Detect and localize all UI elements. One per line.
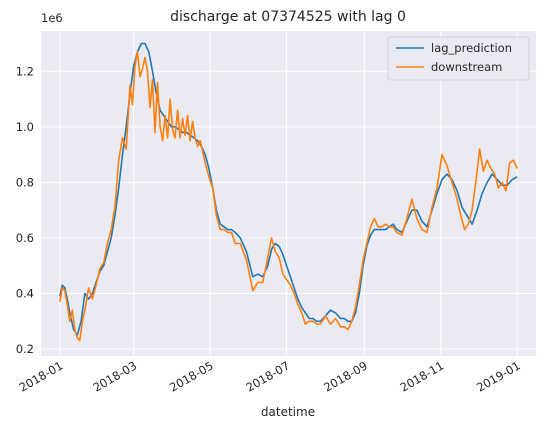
x-tick-label: 2018-07 — [243, 358, 292, 394]
x-axis-label: datetime — [261, 405, 315, 419]
y-tick-label: 0.2 — [16, 342, 34, 356]
x-axis: 2018-01 2018-03 2018-05 2018-07 2018-09 2018-… — [17, 358, 523, 394]
y-tick-label: 0.4 — [16, 287, 34, 301]
y-tick-label: 0.6 — [16, 231, 34, 245]
x-tick-label: 2019-01 — [474, 358, 523, 394]
chart-header: discharge at 07374525 with lag 0 1e6 — [41, 9, 406, 25]
y-tick-label: 1.2 — [16, 64, 34, 78]
y-offset-label: 1e6 — [41, 11, 63, 25]
x-tick-label: 2018-03 — [91, 358, 140, 394]
chart-title: discharge at 07374525 with lag 0 — [170, 9, 406, 25]
x-tick-label: 2018-01 — [17, 358, 66, 394]
y-tick-label: 0.8 — [16, 175, 34, 189]
x-tick-label: 2018-09 — [321, 358, 370, 394]
legend-label-downstream: downstream — [431, 60, 502, 74]
y-axis: 0.2 0.4 0.6 0.8 1.0 1.2 — [16, 64, 34, 356]
legend: lag_prediction downstream — [388, 37, 529, 80]
legend-label-lag-prediction: lag_prediction — [431, 41, 512, 55]
x-tick-label: 2018-11 — [398, 358, 447, 394]
y-tick-label: 1.0 — [16, 120, 34, 134]
x-tick-label: 2018-05 — [167, 358, 216, 394]
